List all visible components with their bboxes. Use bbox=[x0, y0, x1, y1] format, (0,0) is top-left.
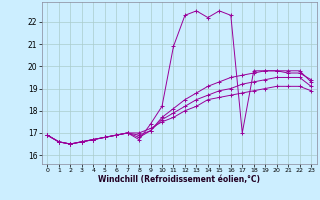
X-axis label: Windchill (Refroidissement éolien,°C): Windchill (Refroidissement éolien,°C) bbox=[98, 175, 260, 184]
